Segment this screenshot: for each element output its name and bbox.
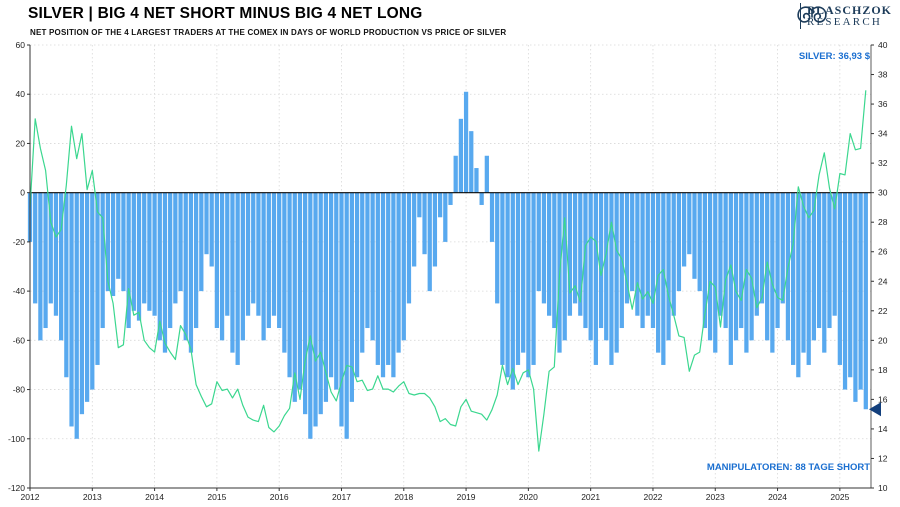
svg-text:10: 10 bbox=[878, 483, 888, 493]
page-title: SILVER | BIG 4 NET SHORT MINUS BIG 4 NET… bbox=[28, 5, 423, 22]
svg-text:60: 60 bbox=[16, 40, 26, 50]
logo-line2: RESEARCH bbox=[806, 15, 883, 28]
svg-text:40: 40 bbox=[878, 40, 888, 50]
logo-divider bbox=[799, 3, 801, 29]
axes bbox=[27, 44, 874, 491]
svg-text:-100: -100 bbox=[8, 434, 25, 444]
svg-text:22: 22 bbox=[878, 306, 888, 316]
svg-text:38: 38 bbox=[878, 70, 888, 80]
svg-text:24: 24 bbox=[878, 276, 888, 286]
svg-text:-120: -120 bbox=[8, 483, 25, 493]
svg-text:18: 18 bbox=[878, 365, 888, 375]
svg-text:36: 36 bbox=[878, 99, 888, 109]
svg-text:14: 14 bbox=[878, 424, 888, 434]
svg-text:16: 16 bbox=[878, 394, 888, 404]
axis-labels: 60 40 20 0 -20 -40 -60 -80 -100 -120 40 38 36 34 32 30 2… bbox=[8, 40, 888, 502]
svg-text:28: 28 bbox=[878, 217, 888, 227]
svg-text:2018: 2018 bbox=[394, 492, 413, 502]
current-short-marker bbox=[869, 402, 881, 417]
svg-text:2019: 2019 bbox=[457, 492, 476, 502]
svg-text:-60: -60 bbox=[13, 335, 26, 345]
svg-text:2016: 2016 bbox=[270, 492, 289, 502]
svg-text:-40: -40 bbox=[13, 286, 26, 296]
svg-text:-80: -80 bbox=[13, 385, 26, 395]
svg-text:40: 40 bbox=[16, 89, 26, 99]
svg-text:20: 20 bbox=[878, 335, 888, 345]
svg-text:0: 0 bbox=[20, 188, 25, 198]
svg-text:2023: 2023 bbox=[706, 492, 725, 502]
blaschzok-research-logo: BLASCHZOK RESEARCH bbox=[794, 3, 892, 29]
manipulators-short-annotation: MANIPULATOREN: 88 TAGE SHORT bbox=[706, 462, 870, 473]
svg-text:2021: 2021 bbox=[581, 492, 600, 502]
svg-text:34: 34 bbox=[878, 129, 888, 139]
chart-subtitle: NET POSITION OF THE 4 LARGEST TRADERS AT… bbox=[30, 28, 507, 37]
svg-text:20: 20 bbox=[16, 138, 26, 148]
svg-text:26: 26 bbox=[878, 247, 888, 257]
logo-line1: BLASCHZOK bbox=[806, 2, 892, 17]
svg-text:30: 30 bbox=[878, 188, 888, 198]
svg-text:2015: 2015 bbox=[207, 492, 226, 502]
svg-text:2024: 2024 bbox=[768, 492, 787, 502]
svg-text:2020: 2020 bbox=[519, 492, 538, 502]
svg-text:2014: 2014 bbox=[145, 492, 164, 502]
svg-text:32: 32 bbox=[878, 158, 888, 168]
svg-text:2022: 2022 bbox=[644, 492, 663, 502]
svg-text:2013: 2013 bbox=[83, 492, 102, 502]
svg-text:2025: 2025 bbox=[830, 492, 849, 502]
silver-price-annotation: SILVER: 36,93 $ bbox=[798, 51, 870, 62]
svg-text:2012: 2012 bbox=[21, 492, 40, 502]
net-position-bars bbox=[27, 91, 868, 439]
svg-text:-20: -20 bbox=[13, 237, 26, 247]
svg-text:12: 12 bbox=[878, 453, 888, 463]
svg-text:2017: 2017 bbox=[332, 492, 351, 502]
silver-price-line bbox=[29, 90, 867, 452]
